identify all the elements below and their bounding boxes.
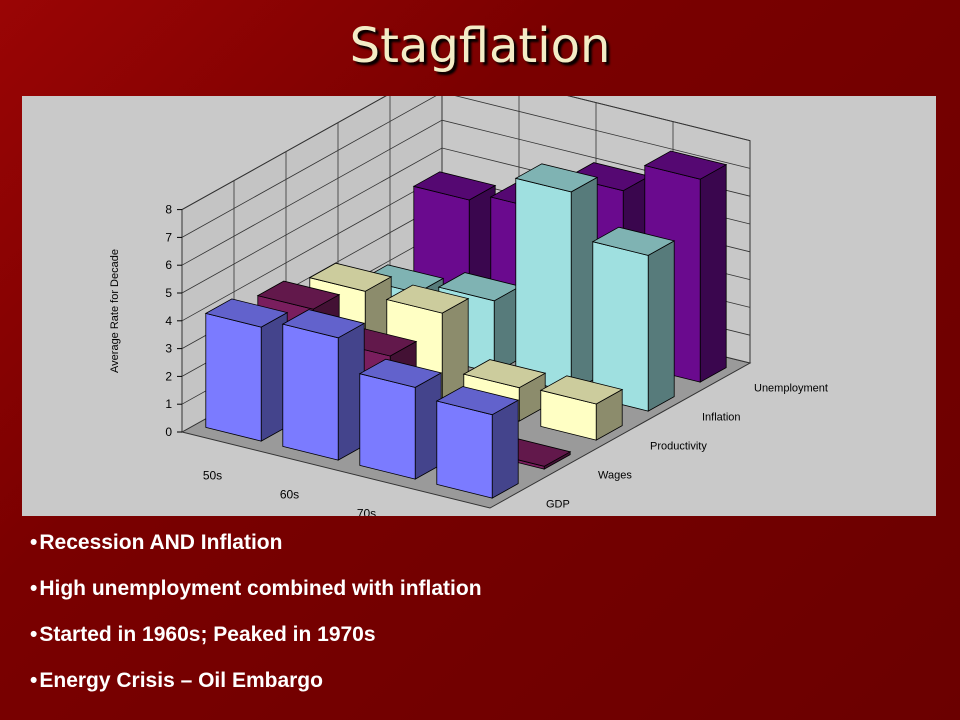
chart-3d-columns: 0 1 2 3 4 5 6 7 8 Average Rate for Decade 50s 60s 70… xyxy=(109,96,828,517)
bullet-item: •Started in 1960s; Peaked in 1970s xyxy=(30,623,376,646)
bar-side-face xyxy=(647,240,675,412)
bullet-item: •Recession AND Inflation xyxy=(30,531,283,554)
gridline-horizontal xyxy=(181,96,751,238)
bar-front-face xyxy=(205,312,262,442)
bullet-list: •Recession AND Inflation •High unemploym… xyxy=(30,528,482,712)
y-axis-title: Average Rate for Decade xyxy=(109,249,121,373)
bar-gdp-50s xyxy=(204,298,289,442)
series-label: Inflation xyxy=(702,412,741,424)
bullet-dot-icon: • xyxy=(30,669,38,692)
chart-panel: 0 1 2 3 4 5 6 7 8 Average Rate for Decade 50s 60s 70… xyxy=(22,96,936,516)
series-label: Unemployment xyxy=(754,383,828,395)
bullet-dot-icon: • xyxy=(30,623,38,646)
bar-top-face xyxy=(591,226,676,256)
bar-front-face xyxy=(282,323,339,461)
bar-gdp-60s xyxy=(281,309,366,461)
y-tick-label: 5 xyxy=(165,286,172,300)
x-tick-label: 50s xyxy=(203,469,222,483)
bar-top-face xyxy=(462,359,547,389)
bar-top-face xyxy=(514,163,599,193)
x-tick-label: 60s xyxy=(280,488,299,502)
series-label: GDP xyxy=(546,499,570,511)
bar-top-face xyxy=(539,375,624,405)
y-tick-label: 7 xyxy=(165,230,172,244)
bar-top-face xyxy=(358,358,443,388)
bar-top-face xyxy=(435,386,520,416)
y-tick-label: 3 xyxy=(165,342,172,356)
slide-title: Stagflation xyxy=(349,18,611,74)
y-tick-label: 6 xyxy=(165,258,172,272)
bar-gdp-80s xyxy=(435,386,520,499)
y-tick-label: 2 xyxy=(165,369,172,383)
bar-top-face xyxy=(281,309,366,339)
bullet-item: •Energy Crisis – Oil Embargo xyxy=(30,669,323,692)
bar-top-face xyxy=(643,150,728,180)
bar-inflation-80s xyxy=(591,226,676,412)
series-label: Wages xyxy=(598,470,632,482)
bar-top-face xyxy=(256,280,341,310)
y-tick-label: 8 xyxy=(165,203,172,217)
bar-top-face xyxy=(360,264,445,294)
bar-side-face xyxy=(699,164,727,383)
bar-gdp-70s xyxy=(358,358,443,480)
bullet-dot-icon: • xyxy=(30,577,38,600)
bar-inflation-70s xyxy=(514,163,599,393)
bar-front-face xyxy=(515,177,572,393)
bar-top-face xyxy=(385,284,470,314)
bar-top-face xyxy=(412,171,497,201)
bullet-item: •High unemployment combined with inflati… xyxy=(30,577,482,600)
gridline-horizontal xyxy=(181,96,751,210)
series-label: Productivity xyxy=(650,441,707,453)
y-tick-label: 1 xyxy=(165,397,172,411)
bar-side-face xyxy=(491,399,519,499)
y-tick-label: 0 xyxy=(165,425,172,439)
bar-top-face xyxy=(204,298,289,328)
bar-front-face xyxy=(436,400,493,499)
x-tick-label: 70s xyxy=(357,507,376,517)
bar-top-face xyxy=(308,262,393,292)
y-tick-label: 4 xyxy=(165,314,172,328)
bullet-dot-icon: • xyxy=(30,531,38,554)
bar-productivity-80s xyxy=(539,375,624,441)
bar-front-face xyxy=(359,373,416,480)
